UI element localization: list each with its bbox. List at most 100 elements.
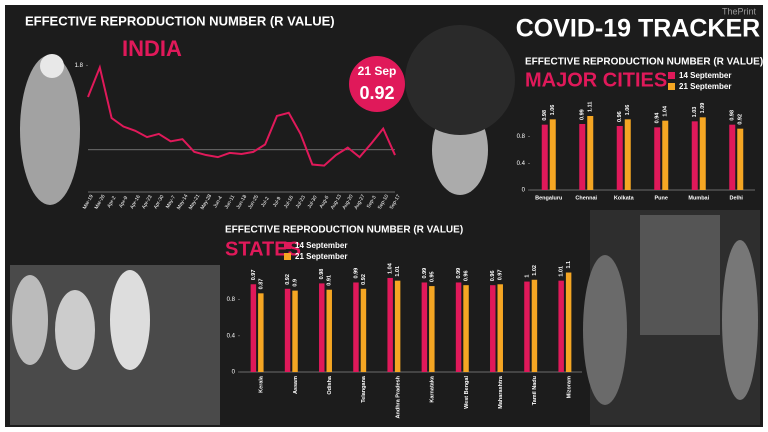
y-tick-label: 0.4 — [517, 161, 526, 167]
bar — [490, 285, 496, 372]
value-label: 0.99 — [353, 268, 359, 279]
legend-swatch — [668, 72, 675, 79]
value-label: 0.99 — [580, 109, 586, 120]
value-label: 1.04 — [388, 262, 394, 274]
bar — [531, 279, 538, 372]
bar — [258, 293, 264, 372]
value-label: 1.06 — [625, 105, 631, 116]
value-label: 1.11 — [588, 102, 594, 112]
chart-title: EFFECTIVE REPRODUCTION NUMBER (R VALUE) — [225, 225, 463, 236]
value-label: 0.99 — [422, 268, 428, 279]
chart-title: EFFECTIVE REPRODUCTION NUMBER (R VALUE) — [25, 13, 335, 28]
legend-label: 14 September — [679, 71, 731, 80]
bar — [463, 285, 469, 372]
legend-label: 21 September — [679, 82, 731, 91]
bar — [699, 117, 706, 190]
y-tick-label: 0 — [232, 370, 236, 376]
value-label: 1.1 — [566, 261, 572, 269]
bar — [387, 277, 393, 372]
x-tick-label: Pune — [655, 195, 668, 201]
y-tick-label: 0.4 — [227, 333, 236, 339]
value-label: 1.02 — [532, 265, 538, 276]
x-tick-label: Chennai — [575, 195, 597, 201]
x-tick-label: Mumbai — [688, 195, 709, 201]
chart-subtitle: INDIA — [122, 36, 182, 61]
x-tick-label: Jul-2 — [260, 196, 271, 209]
value-label: 0.97 — [251, 270, 257, 281]
value-label: 1.04 — [663, 105, 669, 117]
value-label: 0.96 — [617, 111, 623, 122]
x-tick-label: West Bengal — [464, 376, 470, 409]
bar — [455, 282, 462, 372]
legend-label: 21 September — [295, 252, 347, 261]
x-tick-label: Karnataka — [430, 375, 436, 403]
annotation-badge — [349, 56, 405, 112]
x-tick-label: Jul-9 — [272, 196, 283, 209]
value-label: 0.87 — [258, 279, 264, 290]
x-tick-label: Delhi — [730, 195, 744, 201]
bar — [541, 124, 548, 190]
bar — [284, 288, 291, 372]
value-label: 1 — [524, 275, 530, 278]
x-tick-label: Kerala — [259, 375, 265, 393]
value-label: 0.96 — [463, 270, 469, 281]
legend-swatch — [284, 242, 291, 249]
bar — [662, 120, 669, 190]
bar — [654, 127, 661, 190]
y-tick-label: 0.8 — [517, 134, 526, 140]
x-tick-label: Tamil Nadu — [532, 376, 538, 405]
chart-subtitle: MAJOR CITIES — [525, 69, 667, 91]
value-label: 0.95 — [429, 271, 435, 282]
value-label: 0.92 — [285, 274, 291, 285]
bar — [250, 284, 257, 372]
value-label: 0.98 — [319, 269, 325, 280]
x-tick-label: Mizoram — [566, 376, 572, 398]
bar — [565, 272, 572, 372]
value-label: 0.91 — [327, 275, 333, 286]
bar — [497, 284, 503, 372]
y-tick-label: 0.8 — [227, 297, 236, 303]
bar — [292, 290, 298, 372]
bar — [624, 119, 631, 190]
x-tick-label: Apr-9 — [118, 195, 129, 209]
bar — [587, 116, 594, 190]
legend-swatch — [668, 83, 675, 90]
value-label: 0.94 — [655, 112, 661, 124]
x-tick-label: Assam — [293, 376, 299, 394]
value-label: 1.01 — [395, 266, 401, 277]
value-label: 1.03 — [692, 107, 698, 118]
bar — [558, 280, 564, 372]
x-tick-label: Kolkata — [614, 195, 635, 201]
x-tick-label: Odisha — [327, 375, 333, 395]
bar — [353, 282, 359, 372]
value-label: 1.06 — [550, 105, 556, 116]
bar — [616, 126, 623, 190]
annotation-value: 0.92 — [359, 83, 394, 103]
bar — [549, 119, 556, 190]
value-label: 0.98 — [730, 110, 736, 121]
x-tick-label: Andhra Pradesh — [395, 375, 401, 418]
value-label: 0.99 — [456, 268, 462, 279]
bar — [394, 280, 401, 372]
x-tick-label: Bengaluru — [535, 195, 562, 201]
bar — [579, 124, 586, 190]
bar — [429, 286, 435, 372]
x-tick-label: Telangana — [361, 375, 367, 403]
legend-label: 14 September — [295, 241, 347, 250]
value-label: 0.9 — [292, 279, 298, 287]
bar — [326, 289, 332, 372]
bar — [691, 121, 698, 190]
y-tick-label: 1.8 — [75, 63, 84, 69]
chart-title: EFFECTIVE REPRODUCTION NUMBER (R VALUE) — [525, 57, 763, 68]
value-label: 0.96 — [490, 270, 496, 281]
main-title: COVID-19 TRACKER — [516, 15, 760, 43]
x-tick-label: Apr-2 — [106, 195, 117, 209]
value-label: 1.09 — [700, 103, 706, 114]
bar — [524, 281, 530, 372]
value-label: 0.97 — [498, 270, 504, 281]
x-tick-label: Aug-6 — [319, 195, 331, 210]
x-tick-label: Maharashtra — [498, 375, 504, 409]
annotation-date: 21 Sep — [358, 64, 397, 78]
